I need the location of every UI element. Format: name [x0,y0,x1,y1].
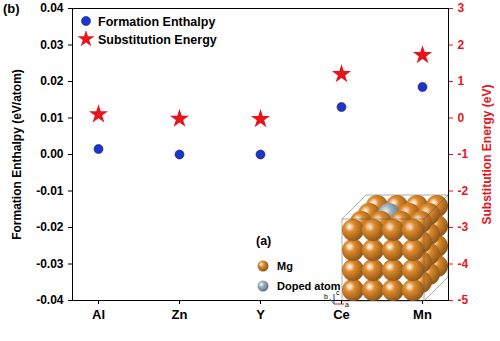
svg-text:-0.04: -0.04 [36,293,64,307]
svg-text:Mg: Mg [277,260,293,272]
svg-text:(b): (b) [3,1,20,16]
svg-text:-0.03: -0.03 [36,257,64,271]
svg-text:Formation Enthalpy (eV/atom): Formation Enthalpy (eV/atom) [10,69,24,240]
svg-text:-0.01: -0.01 [36,184,64,198]
svg-text:a: a [345,301,349,308]
svg-text:2: 2 [458,38,465,52]
svg-text:1: 1 [458,74,465,88]
svg-text:Formation Enthalpy: Formation Enthalpy [98,15,215,29]
svg-text:-3: -3 [458,220,469,234]
svg-text:0.02: 0.02 [40,74,64,88]
svg-text:Doped atom: Doped atom [277,280,341,292]
svg-text:-0.02: -0.02 [36,220,64,234]
svg-text:Ce: Ce [333,307,350,322]
svg-text:0: 0 [458,111,465,125]
svg-text:-2: -2 [458,184,469,198]
svg-text:-4: -4 [458,257,469,271]
svg-text:3: 3 [458,1,465,15]
svg-text:(a): (a) [256,234,271,248]
svg-text:Y: Y [256,307,265,322]
svg-text:Substitution Energy (eV): Substitution Energy (eV) [480,84,494,224]
svg-text:0.01: 0.01 [40,111,64,125]
svg-text:b: b [324,293,328,300]
svg-text:Zn: Zn [172,307,188,322]
svg-text:0.04: 0.04 [40,1,64,15]
svg-text:c: c [336,289,340,296]
svg-text:Al: Al [92,307,105,322]
svg-text:-1: -1 [458,147,469,161]
svg-text:0.00: 0.00 [40,147,64,161]
svg-text:0.03: 0.03 [40,38,64,52]
svg-text:Substitution Energy: Substitution Energy [98,33,217,47]
svg-text:Mn: Mn [413,307,432,322]
svg-text:-5: -5 [458,293,469,307]
